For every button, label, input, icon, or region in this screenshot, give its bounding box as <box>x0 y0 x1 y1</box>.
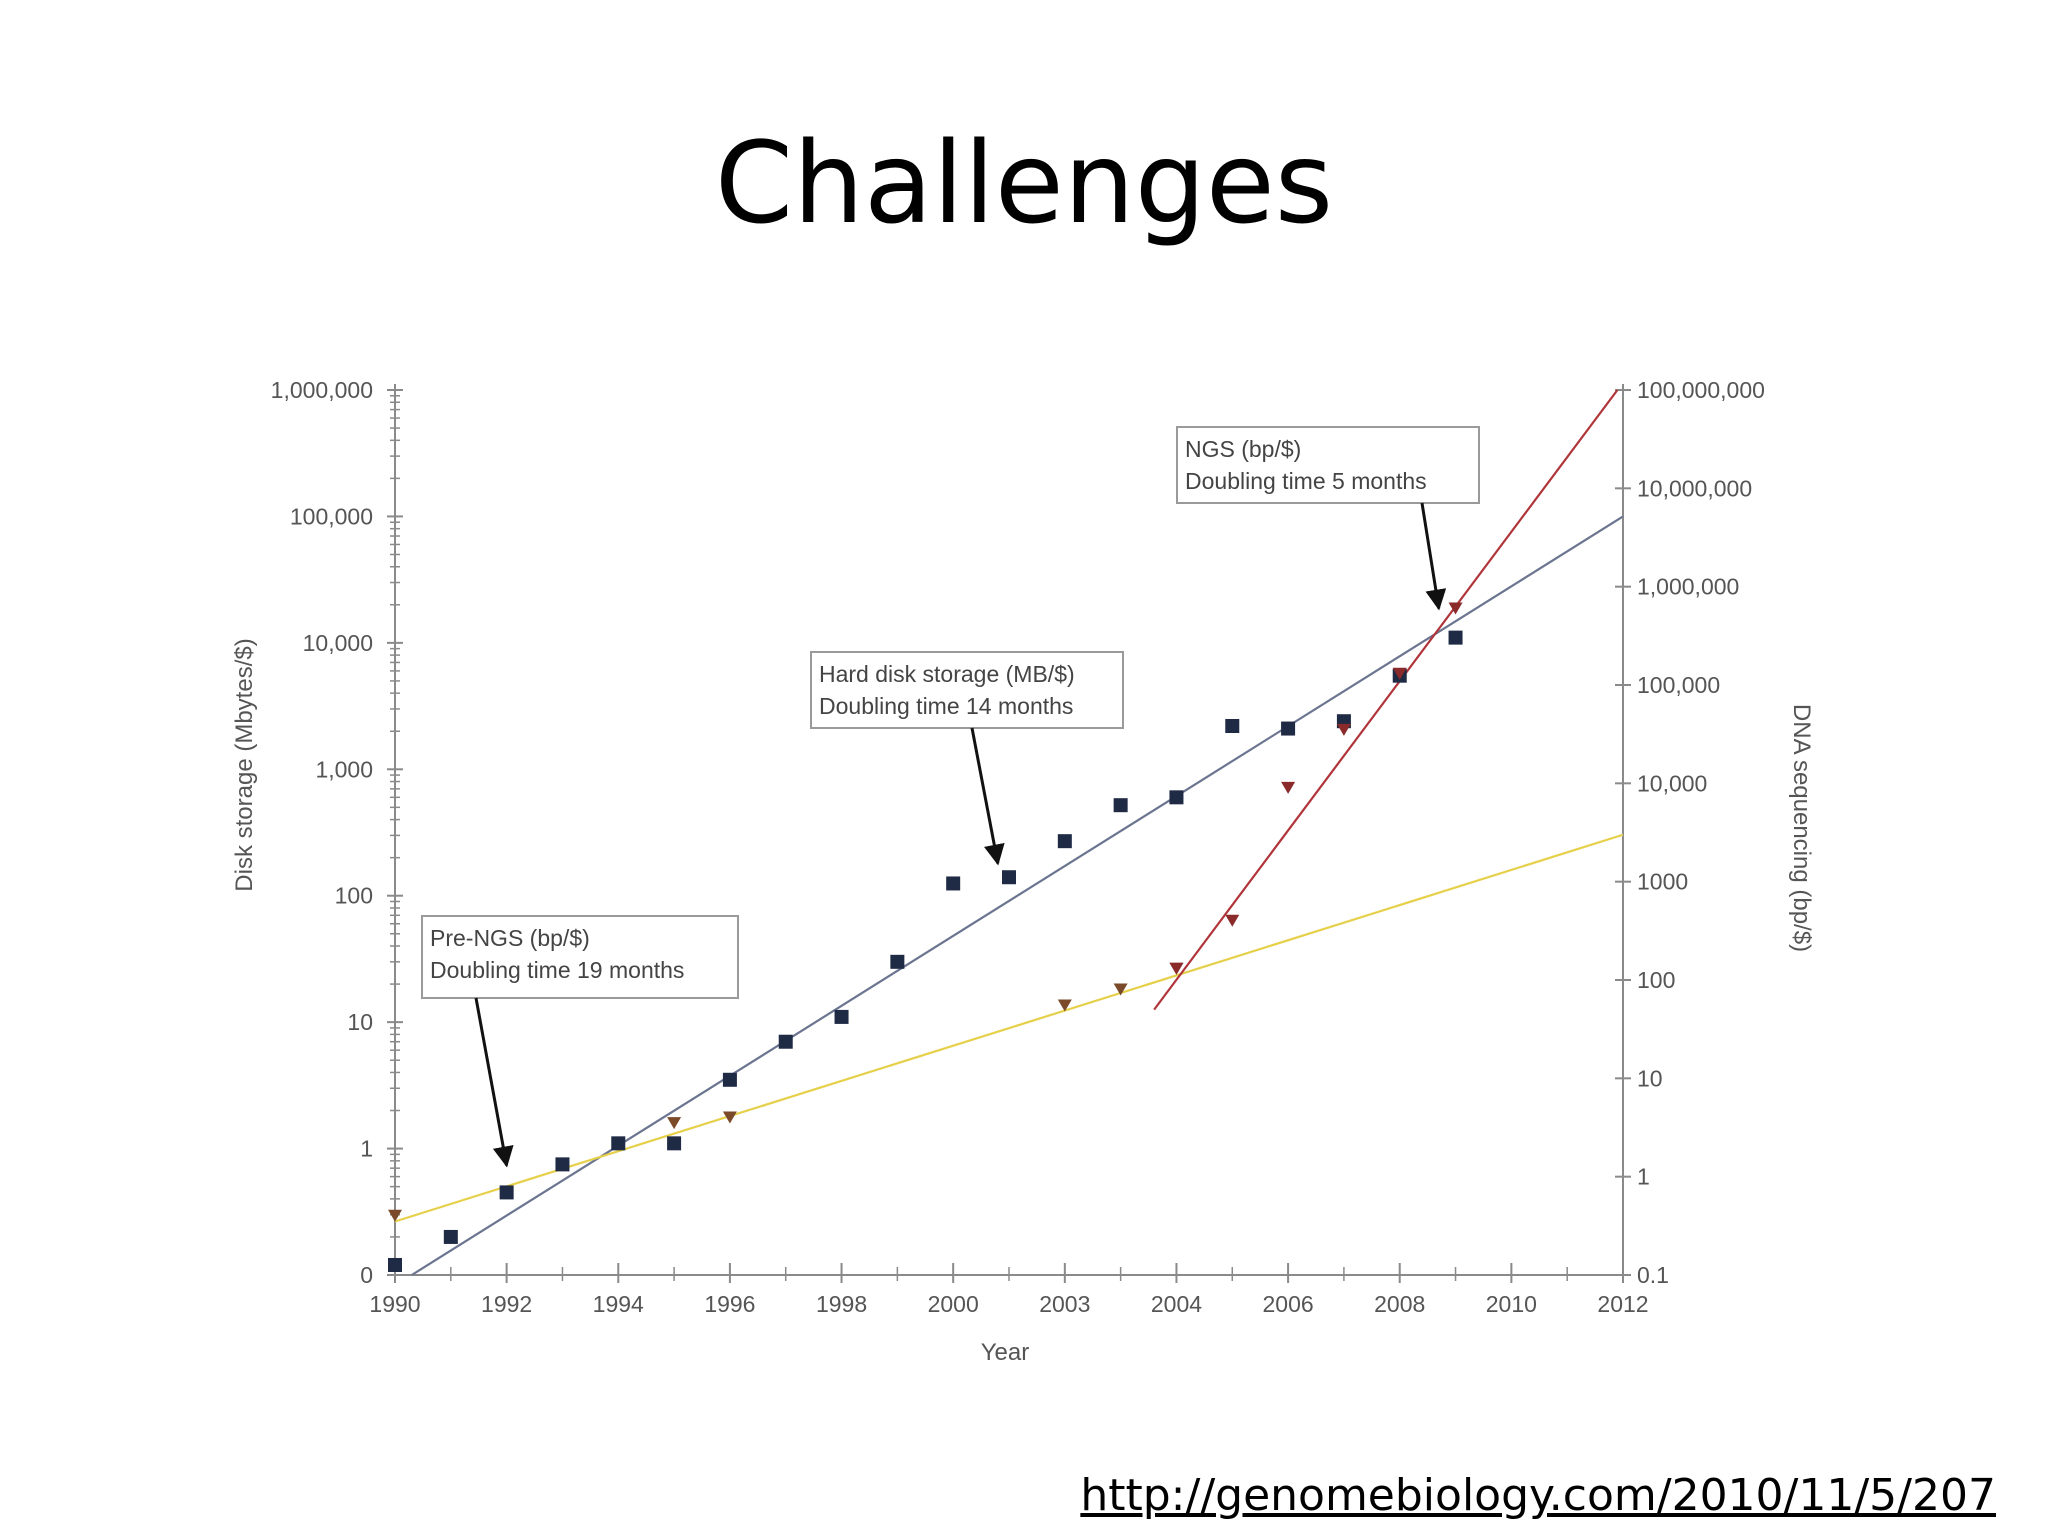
x-tick-label: 2012 <box>1597 1291 1648 1317</box>
point-hard-disk-storage-mb <box>946 876 961 891</box>
x-tick-label: 1992 <box>481 1291 532 1317</box>
x-tick-label: 2008 <box>1374 1291 1425 1317</box>
y-right-tick-label: 10,000 <box>1637 770 1707 796</box>
point-hard-disk-storage-mb <box>555 1157 570 1172</box>
annotations: Pre-NGS (bp/$) Doubling time 19 months Har… <box>421 426 1480 1168</box>
point-hard-disk-storage-mb <box>388 1257 402 1272</box>
x-tick-label: 1990 <box>369 1291 420 1317</box>
point-pre-ngs-bp <box>1113 983 1128 996</box>
point-ngs-bp <box>1336 723 1351 736</box>
x-tick-label: 1994 <box>593 1291 644 1317</box>
point-hard-disk-storage-mb <box>667 1136 682 1151</box>
y-left-tick-label: 100,000 <box>290 503 373 529</box>
point-hard-disk-storage-mb <box>1448 630 1463 645</box>
x-tick-label: 1998 <box>816 1291 867 1317</box>
annotation-ngs-line: NGS (bp/$) <box>1185 436 1301 462</box>
x-tick-label: 2004 <box>1151 1291 1202 1317</box>
annotation-ngs-box <box>1176 426 1480 504</box>
point-ngs-bp <box>1225 914 1240 927</box>
y-left-tick-label: 10,000 <box>303 630 373 656</box>
x-axis-title: Year <box>981 1339 1030 1366</box>
y-left-tick-label: 1,000 <box>315 756 373 782</box>
y-right-tick-label: 1000 <box>1637 869 1688 895</box>
annotation-ngs: NGS (bp/$) Doubling time 5 months <box>1176 426 1480 611</box>
point-hard-disk-storage-mb <box>1281 721 1296 736</box>
annotation-hard-disk-arrow <box>970 727 1005 866</box>
ngs-trend <box>1153 389 1619 1011</box>
y-right-tick-label: 1 <box>1637 1164 1650 1190</box>
point-hard-disk-storage-mb <box>611 1136 626 1151</box>
annotation-hard-disk-line: Hard disk storage (MB/$) <box>819 661 1075 687</box>
point-hard-disk-storage-mb <box>1225 718 1240 733</box>
point-ngs-bp <box>1281 781 1296 794</box>
y-right-tick-label: 1,000,000 <box>1637 574 1739 600</box>
point-pre-ngs-bp <box>388 1209 402 1222</box>
annotation-hard-disk: Hard disk storage (MB/$) Doubling time 14… <box>810 651 1124 866</box>
annotation-ngs-line: Doubling time 5 months <box>1185 468 1427 494</box>
point-ngs-bp <box>1448 602 1463 615</box>
point-pre-ngs-bp <box>667 1117 682 1130</box>
point-ngs-bp <box>1169 962 1184 975</box>
point-hard-disk-storage-mb <box>778 1034 793 1049</box>
point-hard-disk-storage-mb <box>1002 870 1016 885</box>
annotation-ngs-arrow <box>1420 502 1447 611</box>
x-tick-label: 2000 <box>928 1291 979 1317</box>
data-points <box>388 602 1463 1272</box>
pre-ngs-trend <box>394 833 1624 1223</box>
y-right-tick-label: 10 <box>1637 1065 1663 1091</box>
point-hard-disk-storage-mb <box>1057 834 1072 849</box>
y-left-tick-label: 100 <box>335 883 373 909</box>
y-right-tick-label: 100 <box>1637 967 1675 993</box>
annotation-pre-ngs-line: Pre-NGS (bp/$) <box>430 925 590 951</box>
axes: 0 1 10 100 1,000 10,000 100,000 1,000,000 0.1 1 10… <box>271 377 1765 1317</box>
x-tick-label: 1996 <box>704 1291 755 1317</box>
x-tick-label: 2003 <box>1039 1291 1090 1317</box>
x-tick-label: 2010 <box>1486 1291 1537 1317</box>
point-hard-disk-storage-mb <box>834 1009 849 1024</box>
y-left-tick-label: 1 <box>360 1136 373 1162</box>
annotation-pre-ngs: Pre-NGS (bp/$) Doubling time 19 months <box>421 915 739 1168</box>
y-right-tick-label: 100,000,000 <box>1637 377 1765 403</box>
point-hard-disk-storage-mb <box>890 954 905 969</box>
point-hard-disk-storage-mb <box>499 1185 514 1200</box>
source-link[interactable]: http://genomebiology.com/2010/11/5/207 <box>1080 1470 1996 1521</box>
y-left-tick-label: 0 <box>360 1262 373 1288</box>
y-left-tick-label: 1,000,000 <box>271 377 373 403</box>
slide-title: Challenges <box>714 119 1334 249</box>
y-right-tick-label: 100,000 <box>1637 672 1720 698</box>
annotation-hard-disk-box <box>810 651 1124 729</box>
point-hard-disk-storage-mb <box>443 1229 458 1244</box>
y-axis-right-title: DNA sequencing (bp/$) <box>1788 704 1815 952</box>
hard-disk-trend <box>411 515 1624 1276</box>
x-tick-label: 2006 <box>1263 1291 1314 1317</box>
y-axis-left-title: Disk storage (Mbytes/$) <box>231 638 258 891</box>
y-left-tick-label: 10 <box>347 1009 373 1035</box>
annotation-pre-ngs-line: Doubling time 19 months <box>430 957 684 983</box>
annotation-pre-ngs-box <box>421 915 739 999</box>
y-right-tick-label: 10,000,000 <box>1637 475 1752 501</box>
annotation-pre-ngs-arrow <box>474 997 514 1168</box>
point-hard-disk-storage-mb <box>1169 790 1184 805</box>
y-right-tick-label: 0.1 <box>1637 1262 1669 1288</box>
point-pre-ngs-bp <box>1057 999 1072 1012</box>
point-hard-disk-storage-mb <box>722 1072 737 1087</box>
annotation-hard-disk-line: Doubling time 14 months <box>819 693 1073 719</box>
point-hard-disk-storage-mb <box>1113 798 1128 813</box>
point-ngs-bp <box>1392 667 1407 680</box>
point-pre-ngs-bp <box>722 1111 737 1124</box>
trendlines <box>394 389 1624 1276</box>
